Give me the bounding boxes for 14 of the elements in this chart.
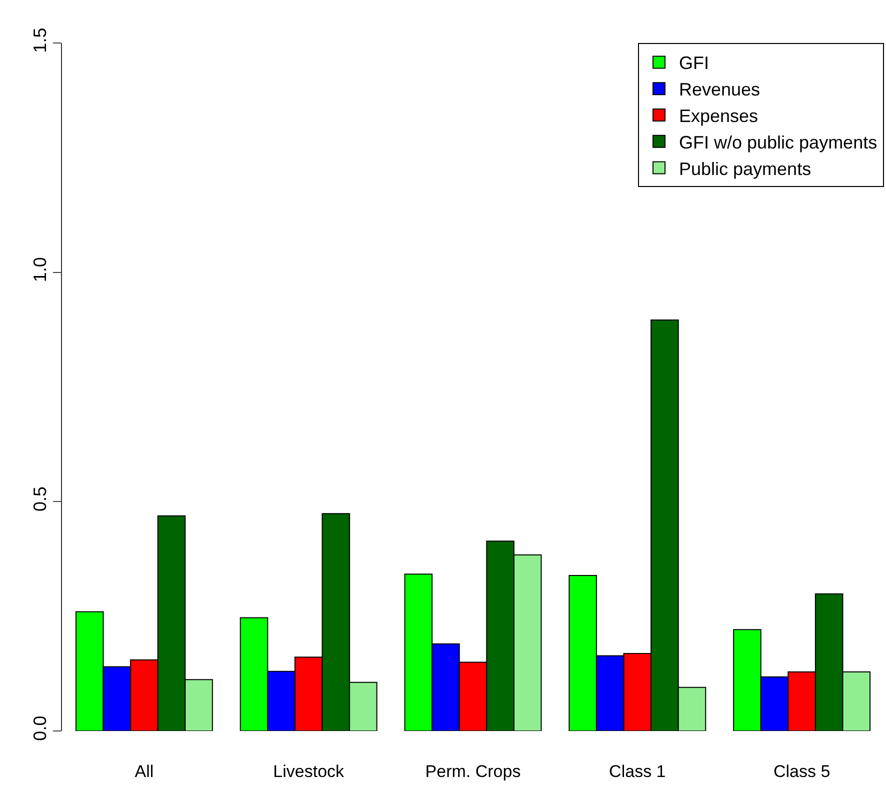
legend-label: GFI w/o public payments [679,132,878,152]
x-tick-label: All [134,762,154,781]
x-tick-label: Livestock [273,762,345,781]
x-tick-label: Class 1 [609,762,666,781]
legend-label: Expenses [679,106,758,126]
y-tick-label: 1.0 [30,257,50,282]
legend-label: GFI [679,53,709,74]
legend-label: Public payments [679,158,812,179]
y-tick-label: 0.5 [30,486,50,512]
y-tick-label: 0.0 [30,716,50,741]
y-tick-label: 1.5 [30,28,50,53]
legend-label: Revenues [679,80,760,100]
x-tick-label: Class 5 [773,762,830,781]
x-tick-label: Perm. Crops [425,762,521,781]
